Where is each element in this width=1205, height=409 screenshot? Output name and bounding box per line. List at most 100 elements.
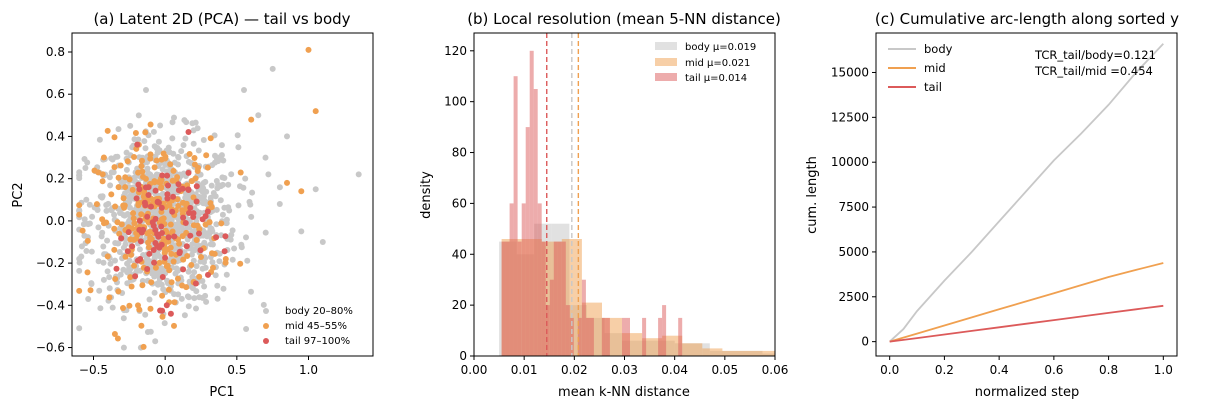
scatter-point-body [111, 211, 118, 218]
scatter-point-tail [145, 192, 152, 198]
scatter-point-mid [147, 234, 154, 241]
scatter-point-body [76, 207, 83, 214]
panel-a-ylabel: PC2 [11, 182, 26, 207]
scatter-point-body [146, 296, 153, 303]
panel-b-xtick-label: 0.00 [461, 363, 488, 377]
scatter-point-body [203, 298, 210, 305]
scatter-point-body [238, 244, 245, 251]
scatter-point-body [178, 295, 185, 302]
scatter-point-mid [104, 253, 111, 260]
scatter-point-body [209, 241, 216, 248]
hist-bar-tail [658, 317, 663, 356]
scatter-point-tail [213, 234, 220, 241]
scatter-point-body [120, 244, 127, 251]
scatter-point-body [104, 237, 111, 244]
hist-bar-tail [585, 317, 590, 356]
scatter-point-tail [187, 204, 194, 211]
series-line-tail [889, 304, 1164, 343]
scatter-point-mid [196, 226, 203, 233]
hist-bar-tail [589, 317, 594, 356]
scatter-point-mid [139, 282, 146, 289]
scatter-point-tail [146, 250, 153, 257]
scatter-point-body [109, 304, 116, 311]
panel-c-xtick-label: 0.6 [1044, 363, 1063, 377]
scatter-point-tail [180, 266, 187, 273]
scatter-point-body [141, 138, 148, 145]
panel-a-ytick-label: −0.4 [36, 298, 65, 312]
legend-marker-tail [263, 338, 269, 344]
scatter-point-body [76, 325, 83, 332]
scatter-point-tail [144, 213, 151, 220]
panel-c-frame [875, 32, 1178, 357]
scatter-point-mid [99, 171, 106, 178]
scatter-point-mid [121, 204, 128, 211]
scatter-point-mid [114, 335, 121, 342]
hist-bar-tail [505, 241, 510, 356]
scatter-point-body [235, 202, 242, 209]
scatter-point-body [175, 154, 182, 161]
panel-b-ytick-label: 0 [459, 349, 467, 363]
scatter-point-mid [170, 258, 177, 265]
scatter-point-tail [204, 208, 211, 215]
scatter-point-mid [170, 167, 177, 174]
scatter-point-tail [150, 247, 157, 253]
scatter-point-mid [167, 161, 174, 168]
scatter-point-tail [185, 129, 192, 135]
scatter-point-mid [127, 236, 134, 243]
scatter-point-body [76, 267, 83, 274]
scatter-point-body [223, 271, 230, 278]
scatter-point-body [192, 119, 199, 126]
panel-a-ytick-label: 0.0 [46, 214, 65, 228]
scatter-point-body [199, 294, 206, 301]
scatter-point-body [83, 248, 90, 254]
legend-label-body-mean: body μ=0.019 [685, 42, 756, 53]
scatter-point-body [219, 211, 226, 218]
scatter-point-mid [135, 302, 141, 309]
scatter-point-body [100, 243, 107, 250]
scatter-point-mid [179, 207, 186, 214]
scatter-point-body [81, 156, 88, 162]
scatter-point-mid [128, 283, 135, 290]
scatter-point-body [208, 225, 215, 232]
scatter-point-tail [155, 233, 162, 240]
scatter-point-tail [158, 204, 165, 211]
scatter-point-body [115, 240, 122, 247]
scatter-point-mid [131, 220, 138, 227]
scatter-point-mid [168, 279, 175, 286]
scatter-point-body [86, 201, 93, 208]
scatter-point-tail [187, 232, 194, 239]
scatter-point-tail [186, 210, 192, 216]
hist-bar-tail [521, 203, 526, 356]
scatter-point-body [133, 267, 140, 274]
scatter-point-body [83, 196, 90, 203]
panel-a-frame [71, 32, 374, 357]
scatter-point-tail [151, 259, 158, 266]
panel-b-ytick-label: 80 [452, 146, 467, 160]
scatter-point-mid [207, 200, 214, 207]
hist-bar-tail [529, 50, 534, 357]
scatter-point-body [190, 140, 197, 147]
scatter-point-mid [148, 279, 155, 286]
scatter-point-mid [191, 155, 198, 161]
scatter-point-mid [183, 284, 190, 291]
scatter-point-mid [129, 186, 136, 193]
scatter-point-body [76, 259, 83, 266]
scatter-point-mid [135, 202, 142, 209]
scatter-point-tail [159, 307, 166, 314]
scatter-point-body [247, 201, 254, 208]
panel-a-ytick-label: 0.6 [46, 87, 65, 101]
scatter-point-body [191, 269, 198, 276]
scatter-point-tail [165, 234, 172, 241]
legend-marker-mid [263, 323, 269, 329]
scatter-point-tail [180, 214, 187, 221]
scatter-point-body [185, 158, 192, 165]
panel-c-ytick-label: 2500 [838, 290, 869, 304]
scatter-point-body [276, 201, 283, 207]
hist-bar-tail [601, 317, 606, 356]
scatter-point-mid [76, 211, 83, 218]
scatter-point-body [240, 184, 247, 191]
scatter-point-body [117, 210, 123, 216]
legend-label-tail-mean: tail μ=0.014 [685, 73, 747, 84]
scatter-point-mid [140, 343, 147, 350]
scatter-point-mid [117, 162, 124, 169]
